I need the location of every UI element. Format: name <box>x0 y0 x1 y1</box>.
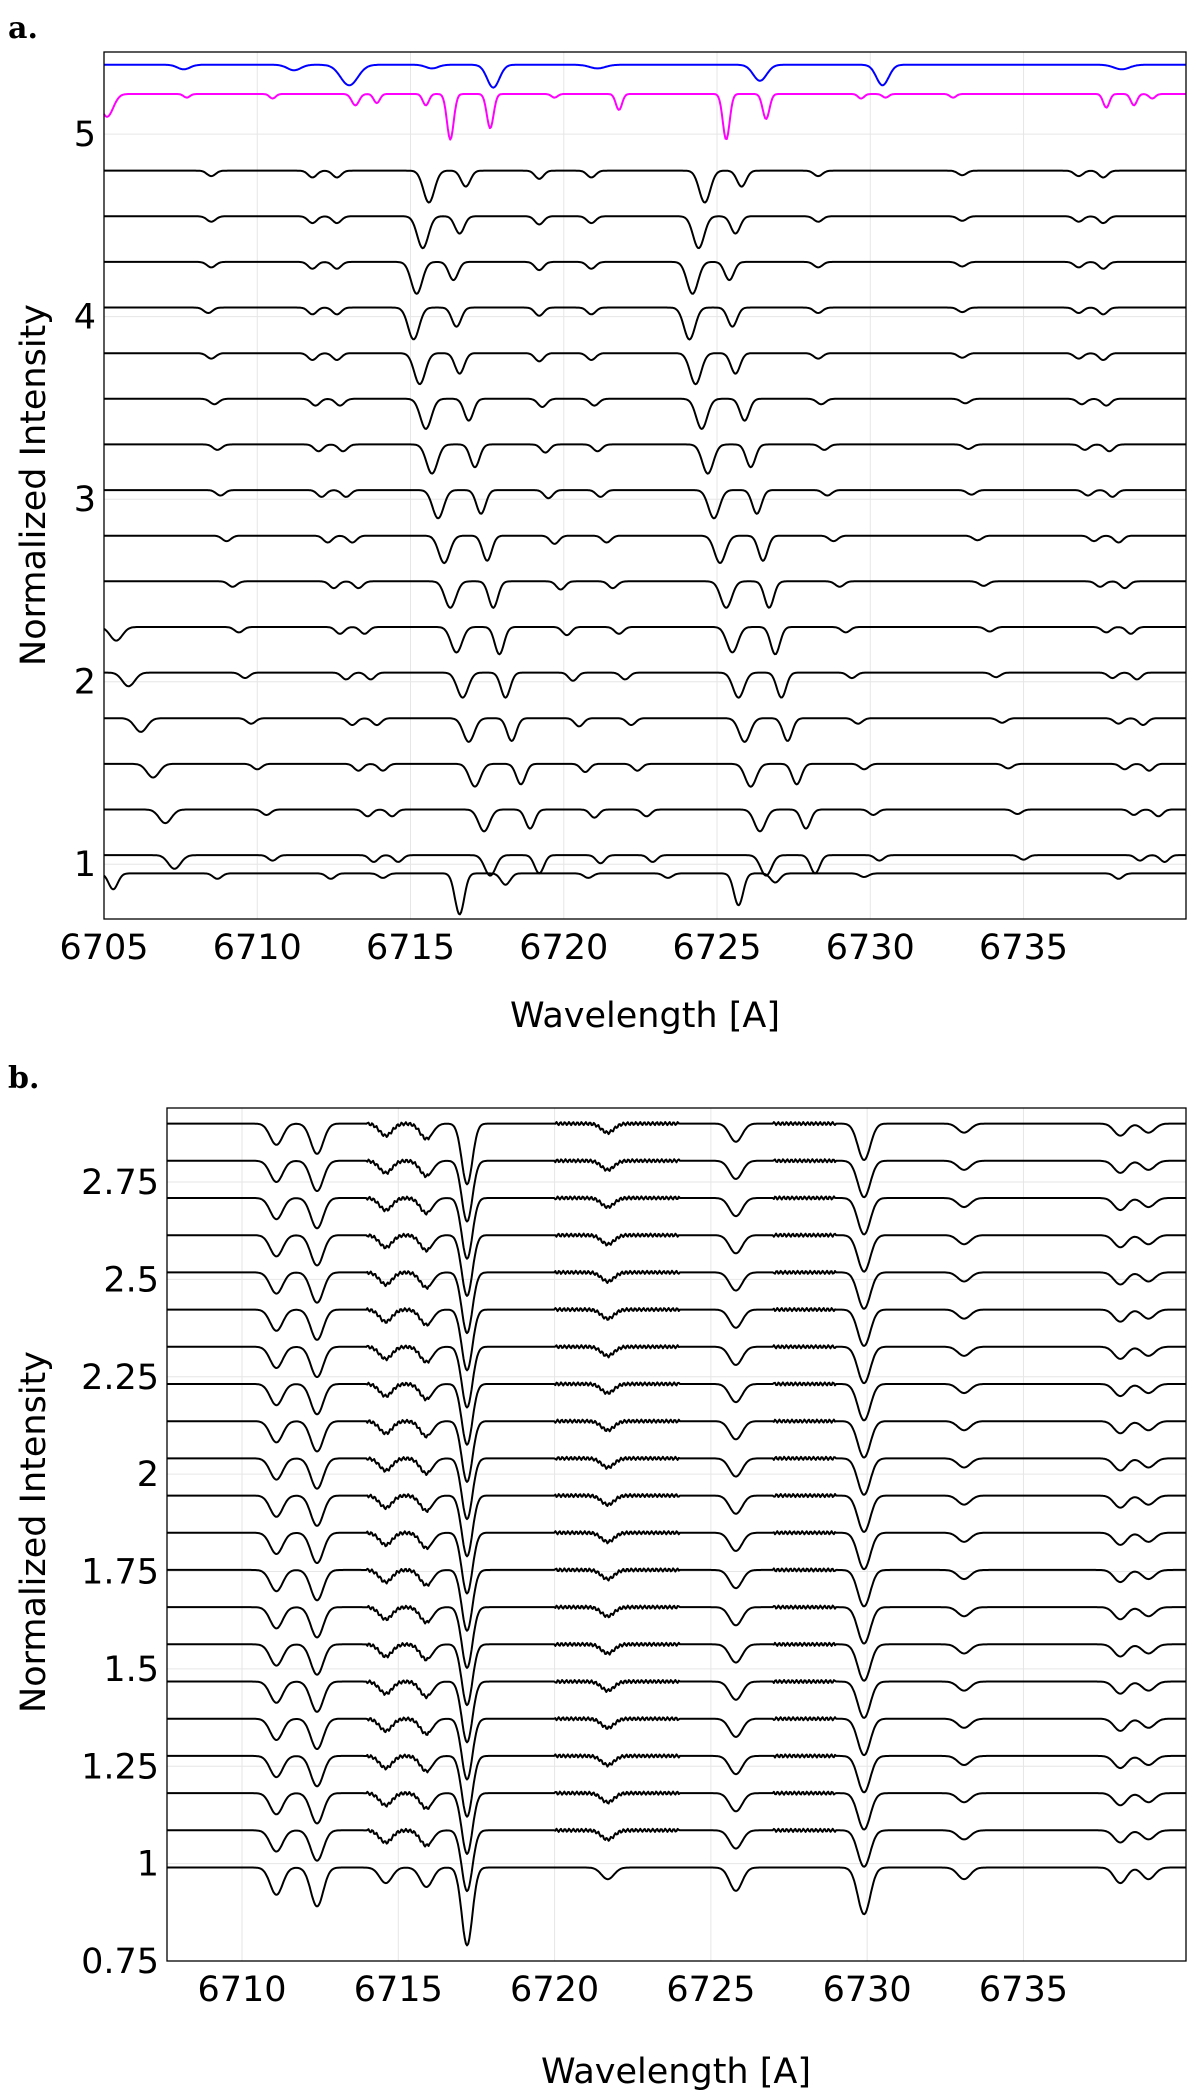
panel-b-y-tick-label: 2.25 <box>81 1358 159 1398</box>
panel-a-frame <box>103 51 1187 920</box>
panel-a-x-tick-label: 6735 <box>979 928 1068 968</box>
panel-b-spectrum-5 <box>167 1716 1186 1781</box>
panel-a-spectrum-16 <box>104 762 1186 788</box>
panel-a-spectrum-6 <box>104 306 1186 341</box>
panel-b-x-tick-label: 6715 <box>354 1970 443 2010</box>
panel-b-y-axis-label: Normalized Intensity <box>14 1351 54 1713</box>
panel-a-spectrum-11 <box>104 534 1186 565</box>
panel-a-spectrum-7 <box>104 352 1186 386</box>
panel-a-spectrum-9 <box>104 443 1186 475</box>
panel-a-x-tick-label: 6730 <box>826 928 915 968</box>
panel-b-spectrum-4 <box>167 1753 1186 1818</box>
panel-b-y-tick-label: 2.5 <box>103 1260 159 1300</box>
panel-b-y-tick-label: 2.75 <box>81 1163 159 1203</box>
panel-b-spectrum-21 <box>167 1121 1186 1186</box>
panel-b-spectrum-9 <box>167 1567 1186 1632</box>
panel-a-x-axis-label: Wavelength [A] <box>510 996 780 1036</box>
panel-a-y-tick-label: 1 <box>74 845 96 885</box>
panel-b-x-tick-label: 6720 <box>510 1970 599 2010</box>
panel-a-spectrum-1 <box>104 63 1186 89</box>
panel-b-spectrum-19 <box>167 1195 1186 1260</box>
panel-b-x-tick-label: 6725 <box>666 1970 755 2010</box>
panel-a-x-tick-label: 6720 <box>519 928 608 968</box>
panel-a-y-tick-label: 5 <box>74 115 96 155</box>
panel-a-label: a. <box>8 11 38 46</box>
panel-b-label: b. <box>8 1061 39 1096</box>
panel-b-x-tick-label: 6730 <box>823 1970 912 2010</box>
panel-b-spectrum-13 <box>167 1418 1186 1483</box>
panel-b-spectrum-10 <box>167 1530 1186 1595</box>
panel-b-spectrum-7 <box>167 1641 1186 1707</box>
panel-b-spectrum-14 <box>167 1381 1186 1446</box>
panel-b-spectrum-20 <box>167 1158 1186 1223</box>
panel-a-spectrum-14 <box>104 671 1186 699</box>
panel-a-y-axis-label: Normalized Intensity <box>14 304 54 666</box>
panel-b-spectrum-16 <box>167 1307 1186 1372</box>
panel-a-x-tick-label: 6715 <box>366 928 455 968</box>
panel-a-x-tick-label: 6710 <box>213 928 302 968</box>
panel-b-y-tick-label: 0.75 <box>81 1942 159 1982</box>
panel-a: a. 6705 6710 6715 6720 6725 6730 6735 1 2 3 4 5 Wa… <box>8 11 1187 1036</box>
panel-a-spectrum-13 <box>103 626 1186 656</box>
panel-b-spectrum-6 <box>167 1679 1186 1744</box>
panel-b-spectrum-12 <box>167 1455 1186 1521</box>
panel-a-spectrum-3 <box>104 169 1186 204</box>
panel-a-spectrum-12 <box>104 580 1186 609</box>
panel-b-spectrum-2 <box>167 1827 1186 1893</box>
panel-b-spectrum-3 <box>167 1790 1186 1855</box>
panel-b-y-tick-label: 1.75 <box>81 1553 159 1593</box>
panel-b-spectrum-15 <box>167 1344 1186 1409</box>
panel-b-y-tick-label: 1 <box>137 1845 159 1885</box>
panel-b-x-tick-label: 6735 <box>979 1970 1068 2010</box>
panel-a-y-tick-label: 3 <box>74 480 96 520</box>
panel-b-spectrum-8 <box>167 1604 1186 1669</box>
panel-a-x-tick-label: 6725 <box>672 928 761 968</box>
panel-b-spectrum-17 <box>167 1269 1186 1335</box>
panel-b: b. 6710 6715 6720 6725 6730 6735 0.75 1 1.25 1.5… <box>8 1061 1187 2092</box>
panel-a-spectrum-15 <box>104 717 1186 743</box>
panel-b-frame <box>166 1107 1187 1962</box>
panel-a-spectrum-4 <box>104 215 1186 250</box>
panel-b-x-tick-label: 6710 <box>197 1970 286 2010</box>
panel-a-spectrum-19 <box>103 872 1186 916</box>
panel-a-y-tick-label: 4 <box>74 298 96 338</box>
panel-b-x-axis-label: Wavelength [A] <box>541 2052 811 2092</box>
panel-a-spectrum-17 <box>104 808 1186 833</box>
panel-b-spectrum-11 <box>167 1493 1186 1558</box>
panel-b-y-tick-label: 1.25 <box>81 1747 159 1787</box>
panel-a-spectrum-18 <box>104 854 1186 877</box>
panel-b-spectrum-1 <box>167 1866 1186 1947</box>
panel-a-y-tick-label: 2 <box>74 663 96 703</box>
panel-a-spectrum-10 <box>104 489 1186 520</box>
panel-a-spectrum-8 <box>104 397 1186 430</box>
panel-b-y-tick-label: 1.5 <box>103 1650 159 1690</box>
panel-b-spectrum-18 <box>167 1232 1186 1297</box>
panel-a-x-tick-label: 6705 <box>59 928 148 968</box>
panel-a-spectrum-5 <box>104 260 1186 295</box>
panel-b-y-tick-label: 2 <box>137 1455 159 1495</box>
panel-a-spectrum-2 <box>103 93 1186 141</box>
